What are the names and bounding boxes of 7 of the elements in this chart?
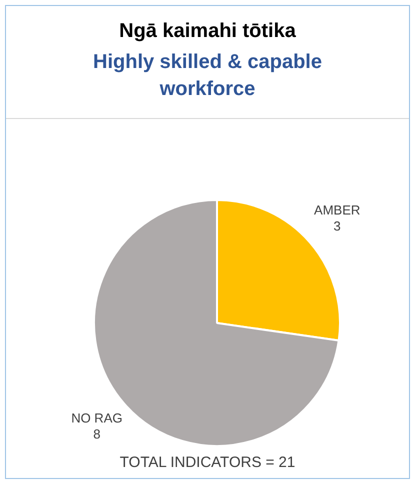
data-label: 3 (334, 218, 341, 234)
data-label: 8 (93, 426, 100, 442)
text: TOTAL INDICATORS = 21 (120, 454, 296, 472)
chart-subtitle: Highly skilled & capable workforce (92, 50, 323, 102)
slice-label: AMBER (314, 202, 360, 218)
chart-title: Ngā kaimahi tōtika (118, 20, 297, 43)
slice-label: NO RAG (71, 410, 122, 426)
